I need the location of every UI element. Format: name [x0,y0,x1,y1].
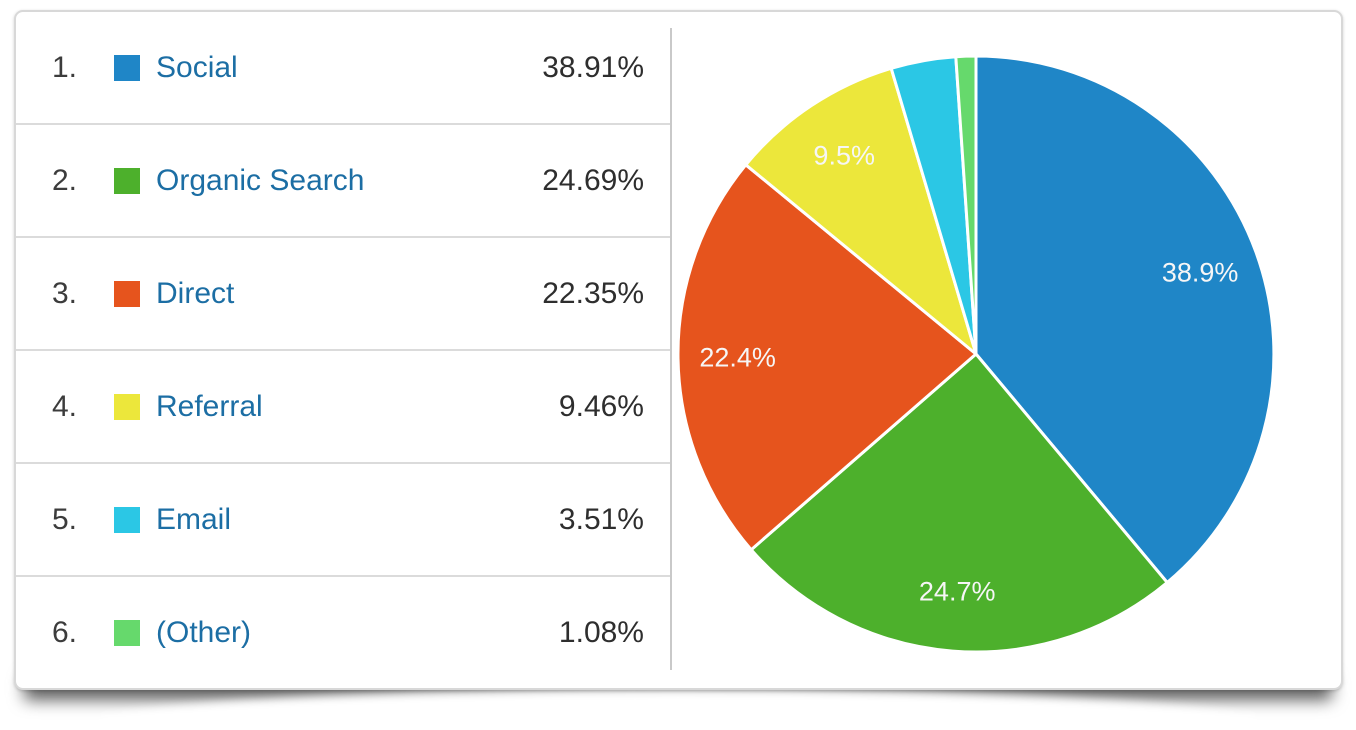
channels-legend: 1. Social 38.91% 2. Organic Search 24.69… [16,12,670,688]
legend-row: 1. Social 38.91% [16,12,670,123]
legend-color-swatch [114,393,140,420]
legend-rank: 6. [52,615,78,649]
channel-percentage: 9.46% [558,389,644,423]
legend-color-swatch [114,619,140,646]
channel-link[interactable]: (Other) [156,615,252,649]
legend-row: 3. Direct 22.35% [16,236,670,349]
pie-slice-social[interactable] [974,54,1276,584]
pie-slice-organic-search[interactable] [749,352,1169,654]
legend-rank: 2. [52,163,78,197]
panel-divider [670,28,672,670]
channels-pie-chart: 38.9%24.7%22.4%9.5% [676,54,1276,654]
pie-slice-referral[interactable] [744,66,978,356]
pie-slice-direct[interactable] [676,163,978,552]
channel-percentage: 1.08% [558,615,644,649]
channel-link[interactable]: Organic Search [156,163,365,197]
pie-chart-panel: 38.9% 24.7% 22.4% 9.5% [672,12,1341,688]
pie-slice-other[interactable] [954,54,978,356]
legend-color-swatch [114,506,140,533]
legend-color-swatch [114,167,140,194]
legend-row: 2. Organic Search 24.69% [16,123,670,236]
legend-row: 5. Email 3.51% [16,462,670,575]
channel-percentage: 22.35% [542,276,644,310]
legend-rank: 3. [52,276,78,310]
legend-row: 6. (Other) 1.08% [16,575,670,688]
channel-percentage: 38.91% [542,50,644,84]
channel-link[interactable]: Direct [156,276,235,310]
channel-link[interactable]: Email [156,502,232,536]
channel-percentage: 3.51% [558,502,644,536]
legend-color-swatch [114,54,140,81]
legend-row: 4. Referral 9.46% [16,349,670,462]
legend-rank: 5. [52,502,78,536]
legend-rank: 1. [52,50,78,84]
channel-percentage: 24.69% [542,163,644,197]
legend-color-swatch [114,280,140,307]
legend-rank: 4. [52,389,78,423]
channel-link[interactable]: Social [156,50,238,84]
channel-link[interactable]: Referral [156,389,263,423]
channels-card: 1. Social 38.91% 2. Organic Search 24.69… [14,10,1343,690]
